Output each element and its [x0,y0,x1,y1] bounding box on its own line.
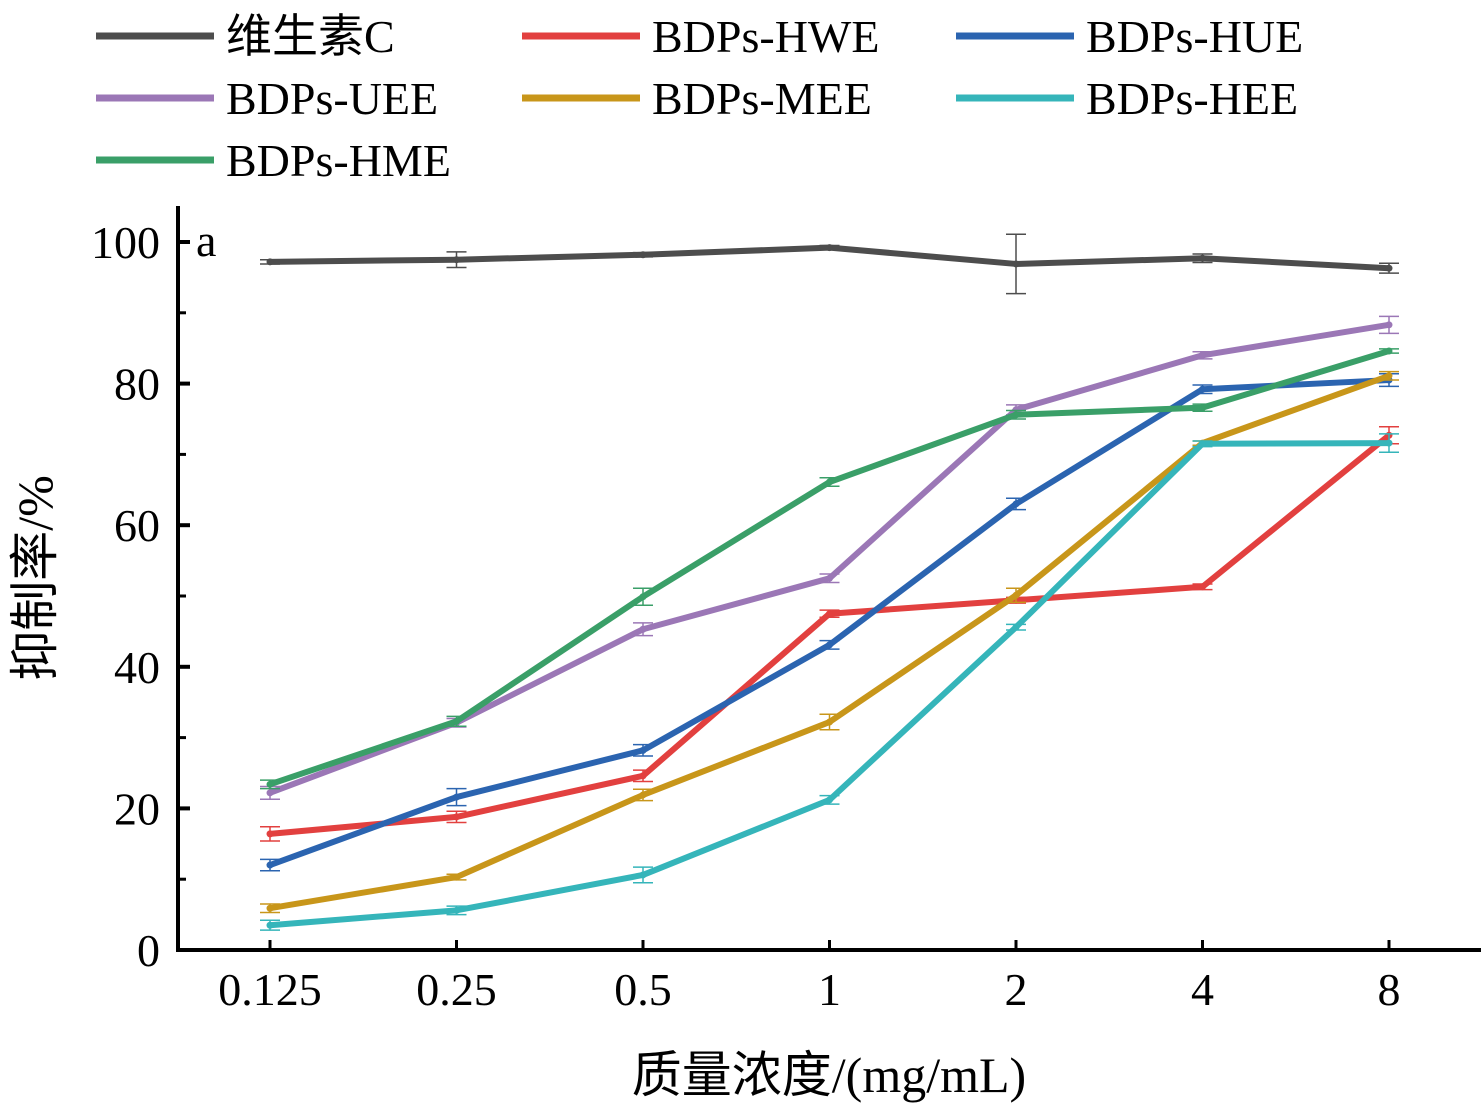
data-point [639,746,647,754]
data-point [1199,254,1206,262]
legend-label: BDPs-HWE [652,11,879,62]
data-point [453,873,460,881]
x-tick-label: 0.25 [416,964,497,1015]
data-point [1012,260,1020,268]
data-point [826,244,833,252]
y-tick-label: 100 [91,217,160,268]
data-point [826,796,833,804]
series-BDPs-HEE [260,433,1399,931]
data-point [639,791,647,799]
data-point [453,813,460,821]
x-tick-label: 8 [1378,964,1401,1015]
data-point [639,593,647,601]
data-point [1012,623,1020,631]
legend-item: BDPs-HME [96,135,451,186]
data-point [453,256,460,264]
data-point [453,793,460,801]
series-BDPs-HUE [260,372,1399,872]
data-point [1199,404,1206,412]
legend-item: BDPs-HEE [956,73,1298,124]
legend-label: BDPs-HEE [1086,73,1298,124]
series-BDPs-HWE [260,426,1399,842]
legend-item: BDPs-MEE [522,73,872,124]
data-point [266,258,274,266]
data-point [453,717,460,725]
data-point [1385,264,1393,272]
y-tick-label: 40 [114,642,160,693]
data-point [1012,591,1020,599]
data-point [266,904,274,912]
legend-label: 维生素C [226,11,395,62]
data-point [1199,440,1206,448]
y-tick-label: 20 [114,783,160,834]
legend-label: BDPs-UEE [226,73,438,124]
series-line [268,377,1390,868]
x-tick-label: 2 [1005,964,1028,1015]
y-ticks: 0 20 40 60 80 100 [91,217,190,976]
data-point [826,718,833,726]
data-point [826,574,833,582]
data-point [1199,583,1206,591]
x-tick-label: 4 [1191,964,1214,1015]
series-line [269,432,1391,837]
series-line [269,440,1390,929]
legend-item: BDPs-HWE [522,11,879,62]
data-point [826,610,833,618]
data-point [1385,347,1393,355]
x-tick-label: 0.125 [218,964,322,1015]
data-point [1199,351,1206,359]
legend-label: BDPs-HME [226,135,451,186]
legend-item: BDPs-UEE [96,73,438,124]
x-ticks: 0.125 0.25 0.5 1 2 4 8 [218,940,1401,1015]
y-tick-label: 60 [114,500,160,551]
data-point [1012,500,1020,508]
y-tick-label: 80 [114,359,160,410]
legend-item: BDPs-HUE [956,11,1303,62]
data-point [1012,411,1020,419]
series-group [260,233,1399,931]
data-point [639,772,647,780]
legend-label: BDPs-HUE [1086,11,1303,62]
data-point [826,641,833,649]
panel-label: a [196,215,216,266]
data-point [1199,385,1206,393]
data-point [266,789,274,797]
data-point [1385,439,1393,447]
data-point [1385,321,1393,329]
data-point [266,861,274,869]
x-axis-title: 质量浓度/(mg/mL) [632,1047,1026,1103]
data-point [639,625,647,633]
data-point [266,830,274,838]
legend-item: 维生素C [96,11,395,62]
y-axis-title: 抑制率/% [7,475,63,681]
legend: 维生素C BDPs-HWE BDPs-HUE BDPs-UEE BDPs-MEE BDPs… [96,11,1303,186]
data-point [453,906,460,914]
data-point [826,478,833,486]
x-tick-label: 0.5 [614,964,672,1015]
data-point [1385,372,1393,380]
series-BDPs-HME [260,347,1399,790]
series-维生素C [260,233,1399,295]
data-point [639,251,647,259]
x-tick-label: 1 [818,964,841,1015]
data-point [639,871,647,879]
data-point [266,780,274,788]
y-tick-label: 0 [137,925,160,976]
data-point [266,921,274,929]
legend-label: BDPs-MEE [652,73,872,124]
